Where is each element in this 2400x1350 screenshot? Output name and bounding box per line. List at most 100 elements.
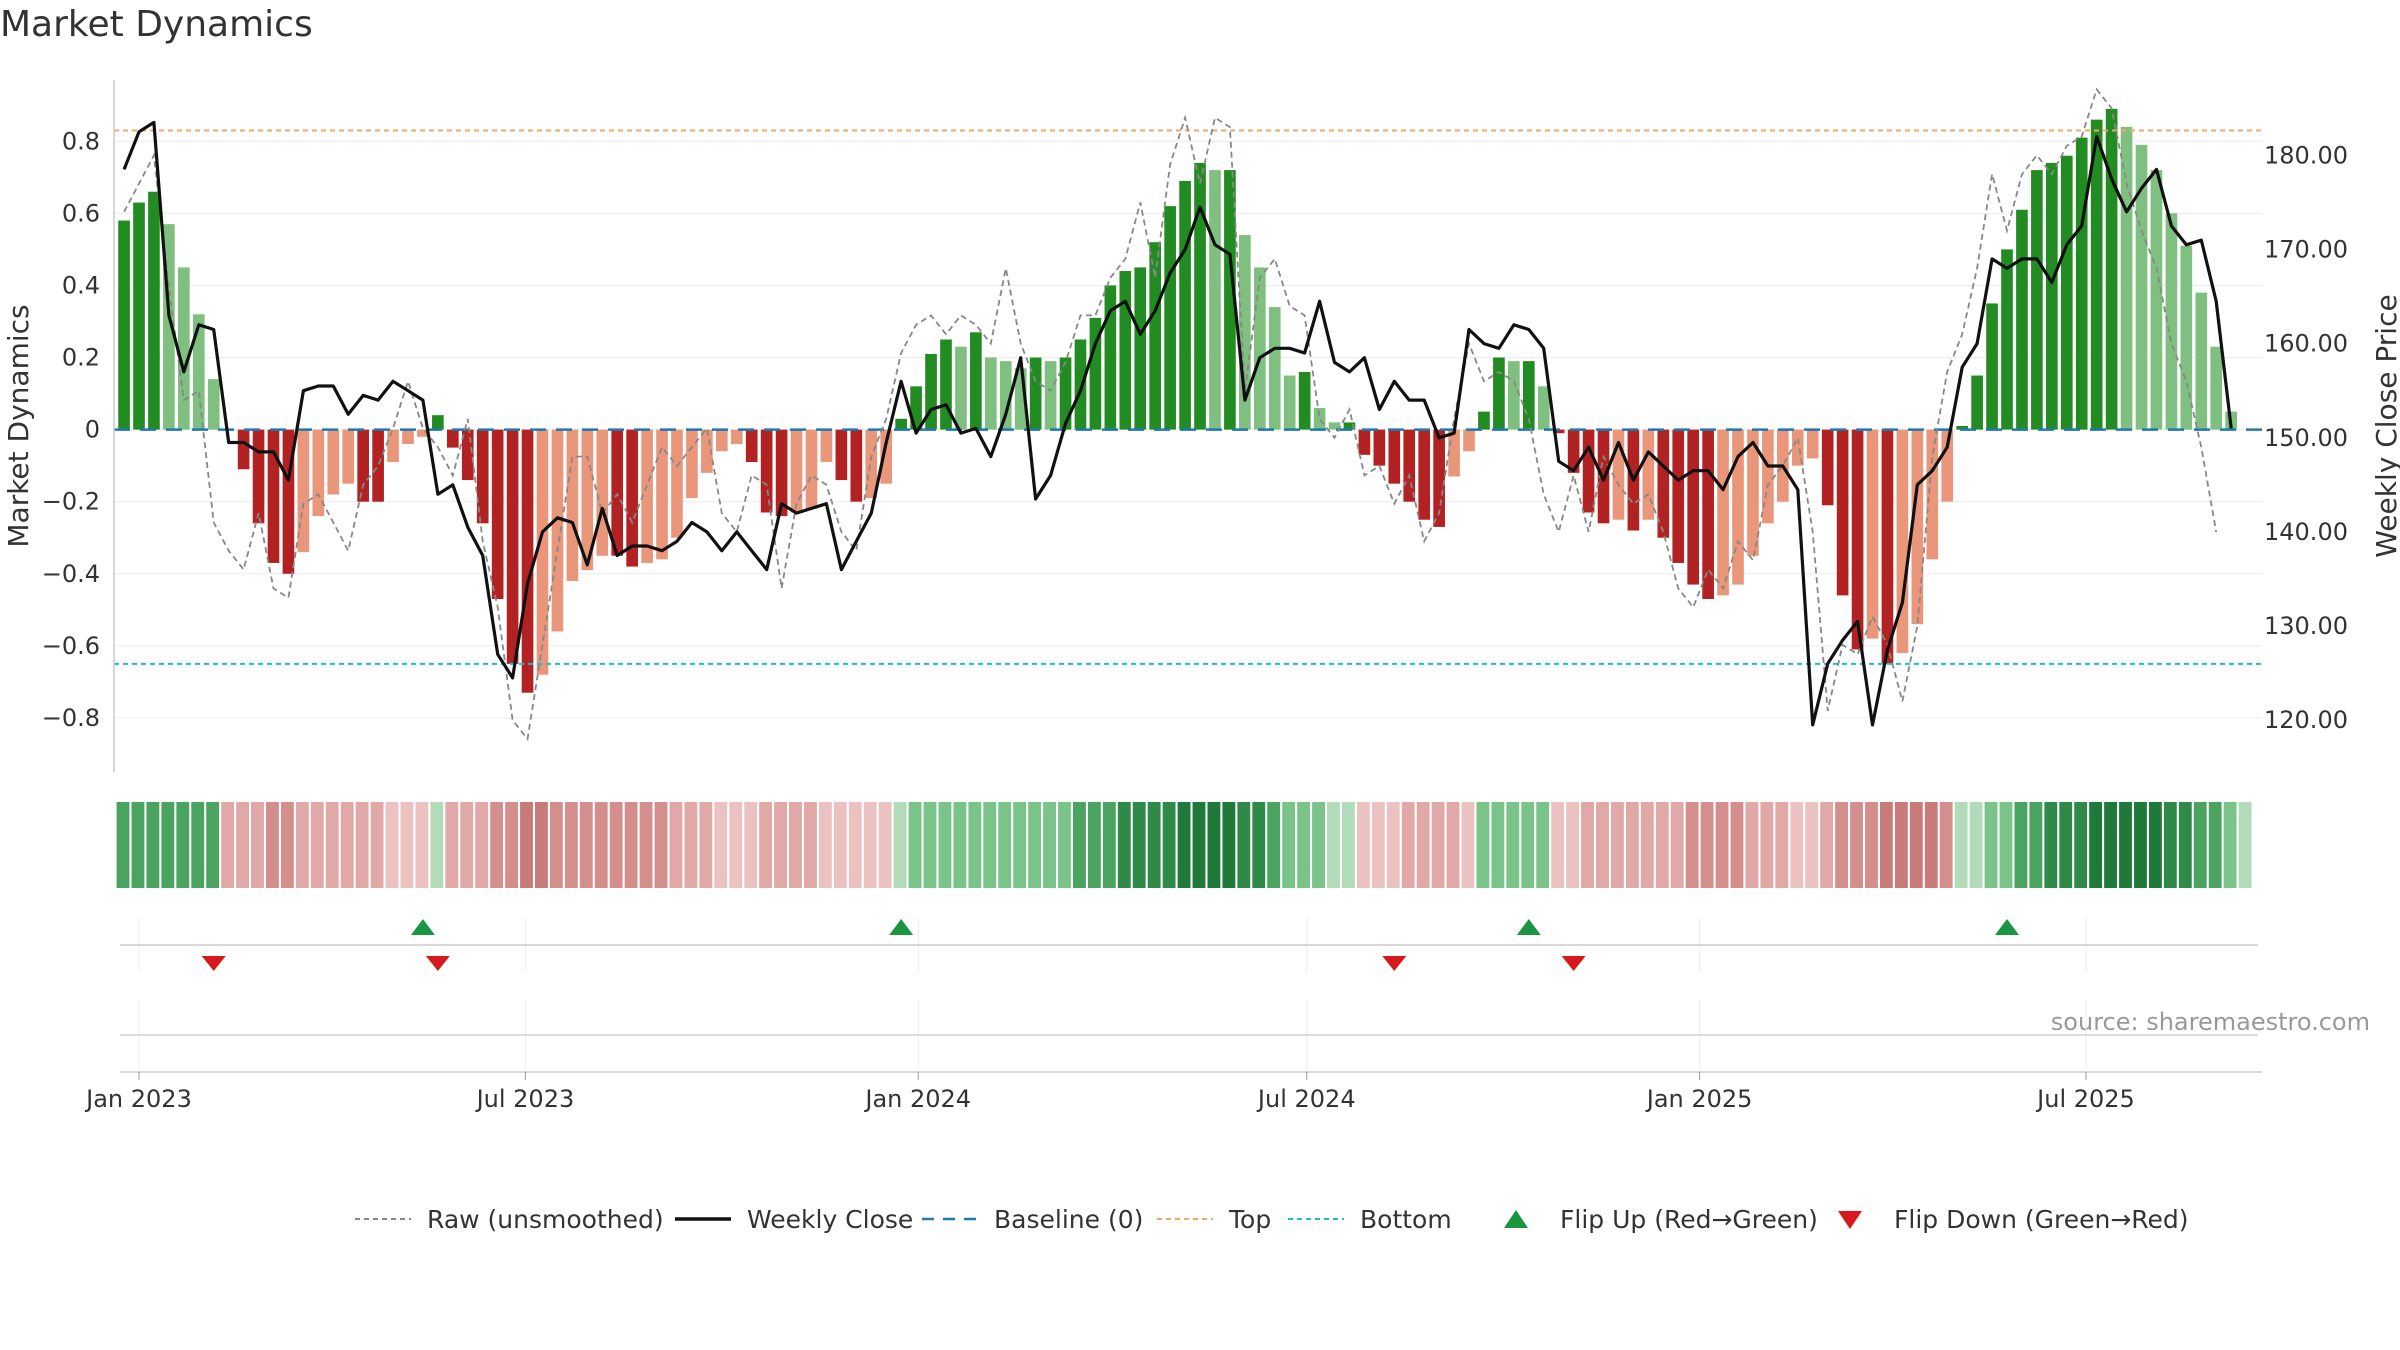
strip-cell bbox=[400, 802, 414, 888]
strip-cell bbox=[1551, 802, 1565, 888]
legend-item-close: Weekly Close bbox=[675, 1205, 913, 1234]
strip-cell bbox=[1371, 802, 1385, 888]
dynamics-bar bbox=[282, 429, 295, 574]
x-tick-label: Jan 2024 bbox=[863, 1085, 971, 1113]
strip-cell bbox=[968, 802, 982, 888]
strip-cell bbox=[549, 802, 563, 888]
strip-cell bbox=[1536, 802, 1550, 888]
strip-cell bbox=[1297, 802, 1311, 888]
strip-cell bbox=[1521, 802, 1535, 888]
strip-cell bbox=[1341, 802, 1355, 888]
dynamics-bar bbox=[1253, 267, 1266, 430]
dynamics-bar bbox=[895, 418, 907, 430]
x-tick-label: Jan 2025 bbox=[1645, 1085, 1753, 1113]
dynamics-bar bbox=[446, 429, 459, 448]
dynamics-bar bbox=[2046, 162, 2058, 430]
dynamics-bar bbox=[2165, 213, 2178, 430]
dynamics-bar bbox=[461, 429, 474, 481]
dynamics-bar bbox=[1119, 271, 1132, 430]
strip-cell bbox=[938, 802, 952, 888]
dynamics-bar bbox=[357, 429, 369, 502]
strip-cell bbox=[520, 802, 533, 888]
strip-cell bbox=[490, 802, 504, 888]
strip-cell bbox=[1327, 802, 1340, 888]
dynamics-bar bbox=[133, 202, 145, 430]
legend-swatch bbox=[1838, 1211, 1862, 1229]
y2-tick-label: 120.00 bbox=[2264, 706, 2348, 734]
dynamics-bar bbox=[925, 353, 937, 430]
strip-cell bbox=[310, 802, 324, 888]
dynamics-bar bbox=[790, 429, 803, 513]
strip-cell bbox=[1760, 802, 1774, 888]
dynamics-bar bbox=[1881, 429, 1894, 664]
weekly-close-series bbox=[122, 120, 2233, 727]
strip-cell bbox=[1476, 802, 1490, 888]
dynamics-bar bbox=[521, 429, 534, 693]
x-tick-label: Jul 2024 bbox=[1256, 1085, 1356, 1113]
strip-cell bbox=[236, 802, 249, 888]
strip-cell bbox=[594, 802, 608, 888]
strip-cell bbox=[863, 802, 877, 888]
strip-cell bbox=[1102, 802, 1116, 888]
dynamics-bar bbox=[1612, 429, 1625, 520]
y-tick-label: 0 bbox=[85, 416, 100, 444]
raw-line bbox=[123, 87, 2218, 742]
dynamics-bar bbox=[1029, 357, 1042, 430]
dynamics-bar bbox=[2075, 137, 2088, 430]
strip-cell bbox=[953, 802, 967, 888]
dynamics-bar bbox=[1821, 429, 1834, 506]
strip-cell bbox=[923, 802, 937, 888]
y-tick-label: 0.8 bbox=[62, 127, 100, 155]
dynamics-bar bbox=[417, 429, 429, 437]
legend-label: Raw (unsmoothed) bbox=[427, 1205, 664, 1234]
y2-tick-label: 180.00 bbox=[2264, 141, 2348, 169]
dynamics-bar bbox=[342, 429, 355, 484]
dynamics-bar bbox=[1239, 234, 1251, 430]
dynamics-bar bbox=[1672, 429, 1685, 563]
strip-cell bbox=[1267, 802, 1281, 888]
strip-cell bbox=[1192, 802, 1206, 888]
strip-cell bbox=[1790, 802, 1804, 888]
dynamics-bar bbox=[1328, 422, 1341, 430]
dynamics-bar bbox=[2150, 170, 2163, 430]
strip-cell bbox=[669, 802, 683, 888]
dynamics-bar bbox=[2210, 346, 2223, 430]
strip-cell bbox=[2193, 802, 2207, 888]
strip-cell bbox=[579, 802, 593, 888]
dynamics-bar bbox=[1941, 429, 1954, 502]
strip-cell bbox=[1715, 802, 1729, 888]
strip-cell bbox=[1610, 802, 1624, 888]
dynamics-bar bbox=[1642, 429, 1655, 520]
strip-cell bbox=[176, 802, 190, 888]
dynamics-bar bbox=[536, 429, 549, 675]
dynamics-bar bbox=[1552, 429, 1565, 434]
strip-cell bbox=[295, 802, 309, 888]
dynamics-bar bbox=[1911, 429, 1924, 625]
dynamics-bar bbox=[1224, 170, 1236, 430]
dynamics-bar bbox=[178, 267, 190, 430]
strip-cell bbox=[1566, 802, 1580, 888]
dynamics-bar bbox=[1926, 429, 1939, 560]
strip-cell bbox=[355, 802, 369, 888]
dynamics-bar bbox=[1851, 429, 1864, 650]
dynamics-bar bbox=[327, 429, 340, 495]
flip-up-marker bbox=[1995, 919, 2020, 935]
dynamics-bar bbox=[2105, 108, 2118, 430]
strip-cell bbox=[475, 802, 489, 888]
dynamics-bar bbox=[984, 357, 997, 430]
dynamics-bar bbox=[432, 415, 444, 430]
dynamics-bar bbox=[715, 429, 728, 452]
legend-label: Weekly Close bbox=[747, 1205, 913, 1234]
x-tick-label: Jul 2025 bbox=[2035, 1085, 2135, 1113]
strip-cell bbox=[684, 802, 698, 888]
raw-series bbox=[123, 87, 2218, 742]
strip-cell bbox=[1700, 802, 1714, 888]
strip-cell bbox=[2119, 802, 2132, 888]
strip-cell bbox=[1655, 802, 1669, 888]
legend-item-baseline: Baseline (0) bbox=[922, 1205, 1143, 1234]
strip-cell bbox=[624, 802, 638, 888]
strip-cell bbox=[1461, 802, 1475, 888]
y-axis-label: Market Dynamics bbox=[2, 304, 35, 547]
strip-cell bbox=[385, 802, 399, 888]
strip-cell bbox=[1132, 802, 1146, 888]
